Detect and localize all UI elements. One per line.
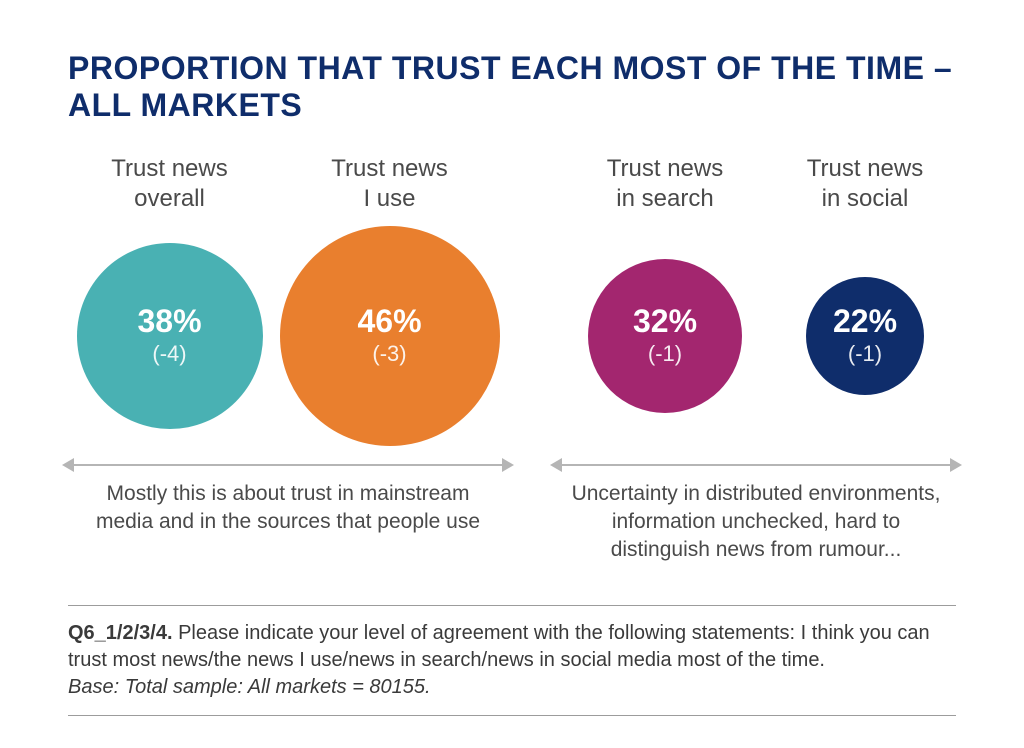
bubble-delta: (-4) (152, 341, 186, 367)
group-caption: Uncertainty in distributed environments,… (556, 480, 956, 565)
bubble-stage: 32% (-1) (588, 226, 742, 446)
bubble-delta: (-3) (372, 341, 406, 367)
bubble-col: Trust news in search 32% (-1) (588, 154, 742, 446)
bubble-trust-social: 22% (-1) (806, 277, 924, 395)
bubble-pct: 32% (633, 305, 697, 337)
bubble-group-right: Trust news in search 32% (-1) Trust news… (556, 154, 956, 565)
group-arrow (560, 464, 952, 466)
bubble-delta: (-1) (648, 341, 682, 367)
group-arrow (72, 464, 504, 466)
bubble-stage: 38% (-4) (77, 226, 263, 446)
bubbles-area: Trust news overall 38% (-4) Trust news I… (68, 154, 956, 565)
bubble-col: Trust news in social 22% (-1) (806, 154, 924, 446)
bubble-trust-overall: 38% (-4) (77, 243, 263, 429)
footnote-base: Base: Total sample: All markets = 80155. (68, 676, 431, 698)
bubble-label: Trust news overall (111, 154, 227, 214)
bubble-stage: 46% (-3) (280, 226, 500, 446)
bubble-group-left: Trust news overall 38% (-4) Trust news I… (68, 154, 508, 565)
bubble-stage: 22% (-1) (806, 226, 924, 446)
bubble-delta: (-1) (848, 341, 882, 367)
bubble-pct: 22% (833, 305, 897, 337)
title-line-1: PROPORTION THAT TRUST EACH MOST OF THE T… (68, 50, 952, 86)
title-line-2: ALL MARKETS (68, 87, 302, 123)
bubble-trust-i-use: 46% (-3) (280, 226, 500, 446)
bubble-row: Trust news overall 38% (-4) Trust news I… (68, 154, 508, 446)
chart-title: PROPORTION THAT TRUST EACH MOST OF THE T… (68, 50, 956, 124)
bubble-pct: 46% (357, 305, 421, 337)
bubble-trust-search: 32% (-1) (588, 259, 742, 413)
footnote-qref: Q6_1/2/3/4. (68, 622, 173, 644)
bubble-col: Trust news overall 38% (-4) (77, 154, 263, 446)
footnote-text: Q6_1/2/3/4. Please indicate your level o… (68, 620, 956, 701)
bubble-label: Trust news I use (331, 154, 447, 214)
footnote-body: Please indicate your level of agreement … (68, 622, 930, 671)
bubble-col: Trust news I use 46% (-3) (280, 154, 500, 446)
bubble-row: Trust news in search 32% (-1) Trust news… (556, 154, 956, 446)
footnote-area: Q6_1/2/3/4. Please indicate your level o… (68, 605, 956, 716)
bubble-label: Trust news in search (607, 154, 723, 214)
bubble-pct: 38% (137, 305, 201, 337)
group-caption: Mostly this is about trust in mainstream… (68, 480, 508, 537)
bubble-label: Trust news in social (807, 154, 923, 214)
